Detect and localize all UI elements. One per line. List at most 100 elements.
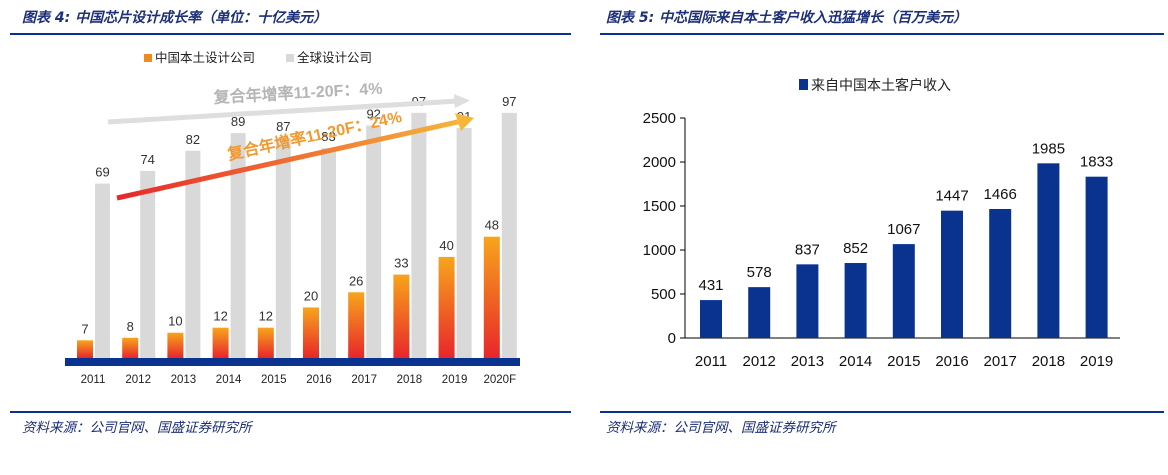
global-cagr-label: 复合年增率11-20F：4% bbox=[212, 79, 383, 107]
x-axis-baseline bbox=[65, 358, 520, 366]
global-cagr-arrow-shaft bbox=[107, 98, 459, 125]
china-bar-value-label: 20 bbox=[304, 288, 318, 303]
x-tick-label: 2017 bbox=[351, 374, 377, 386]
china-bar bbox=[77, 340, 93, 358]
china-bar-value-label: 12 bbox=[259, 309, 273, 324]
legend-label: 来自中国本土客户收入 bbox=[811, 77, 951, 93]
x-tick-label: 2012 bbox=[743, 353, 776, 370]
revenue-bar bbox=[748, 287, 771, 338]
global-bar-value-label: 92 bbox=[366, 106, 380, 121]
x-tick-label: 2014 bbox=[839, 353, 872, 370]
x-tick-label: 2016 bbox=[935, 353, 968, 370]
china-bar-value-label: 33 bbox=[394, 256, 408, 271]
legend-swatch-global bbox=[286, 54, 294, 62]
x-tick-label: 2018 bbox=[1032, 353, 1065, 370]
bar-value-label: 1466 bbox=[984, 186, 1017, 203]
china-bar bbox=[303, 307, 319, 358]
global-bar bbox=[95, 183, 110, 358]
left-figure: 图表 4: 中国芯片设计成长率（单位：十亿美元） 中国本土设计公司 全球设计公司 6… bbox=[0, 0, 575, 475]
global-bar-value-label: 87 bbox=[276, 119, 290, 134]
china-bar bbox=[438, 256, 455, 358]
global-bar-value-label: 74 bbox=[140, 152, 154, 167]
x-tick-label: 2011 bbox=[695, 353, 727, 370]
revenue-bar bbox=[844, 263, 867, 338]
left-figure-title: 图表 4: 中国芯片设计成长率（单位：十亿美元） bbox=[22, 10, 328, 26]
x-tick-label: 2019 bbox=[1080, 353, 1113, 370]
x-tick-label: 2016 bbox=[306, 374, 332, 386]
bar-value-label: 431 bbox=[698, 277, 723, 294]
right-bottom-rule bbox=[600, 411, 1164, 413]
china-bar-value-label: 10 bbox=[168, 314, 182, 329]
global-bar-value-label: 69 bbox=[95, 165, 109, 180]
right-chart: 来自中国本土客户收入 0 500 1000 1500 2000 2500 431 2011 578… bbox=[643, 77, 1120, 370]
china-bar bbox=[393, 274, 410, 358]
left-source-note: 资料来源：公司官网、国盛证券研究所 bbox=[22, 420, 252, 436]
china-bar bbox=[257, 327, 274, 358]
revenue-bar bbox=[700, 300, 722, 338]
bar-value-label: 1067 bbox=[887, 221, 920, 238]
revenue-bar bbox=[989, 208, 1012, 338]
y-tick-label: 0 bbox=[668, 330, 676, 347]
x-tick-label: 2013 bbox=[791, 353, 824, 370]
x-tick-label: 2013 bbox=[171, 374, 197, 386]
revenue-bar bbox=[796, 264, 819, 338]
x-tick-label: 2015 bbox=[261, 374, 287, 386]
x-tick-label: 2012 bbox=[125, 374, 151, 386]
china-cagr-arrowhead bbox=[455, 113, 474, 131]
china-bar bbox=[167, 332, 184, 358]
global-bar-value-label: 82 bbox=[186, 132, 200, 147]
left-top-rule bbox=[10, 33, 571, 35]
y-tick-label: 1500 bbox=[643, 198, 676, 215]
china-cagr-arrow-shaft bbox=[116, 118, 463, 201]
china-bar-value-label: 8 bbox=[127, 319, 134, 334]
global-cagr-arrowhead bbox=[454, 94, 470, 108]
bar-value-label: 1833 bbox=[1080, 154, 1113, 171]
x-tick-label: 2019 bbox=[442, 374, 468, 386]
legend-swatch-china bbox=[144, 54, 152, 62]
global-bar bbox=[275, 138, 291, 358]
revenue-bar bbox=[892, 244, 915, 338]
revenue-bar bbox=[1037, 163, 1060, 338]
global-bar bbox=[411, 112, 427, 358]
y-tick-label: 1000 bbox=[643, 242, 676, 259]
y-tick-label: 500 bbox=[651, 286, 676, 303]
y-tick-label: 2000 bbox=[643, 154, 676, 171]
global-bar-value-label: 89 bbox=[231, 114, 245, 129]
left-bottom-rule bbox=[10, 411, 571, 413]
left-chart: 中国本土设计公司 全球设计公司69720117482012821020138912… bbox=[65, 50, 520, 386]
global-bar-value-label: 97 bbox=[502, 94, 516, 109]
global-bar-value-label: 83 bbox=[321, 129, 335, 144]
bar-value-label: 578 bbox=[747, 264, 772, 281]
global-bar bbox=[140, 170, 156, 358]
x-tick-label: 2018 bbox=[397, 374, 423, 386]
x-tick-label: 2014 bbox=[216, 374, 242, 386]
china-bar bbox=[348, 292, 365, 358]
global-bar bbox=[456, 128, 472, 358]
right-figure: 图表 5: 中芯国际来自本土客户收入迅猛增长（百万美元） 来自中国本土客户收入 0… bbox=[590, 0, 1168, 475]
china-bar bbox=[212, 327, 229, 358]
right-source-note: 资料来源：公司官网、国盛证券研究所 bbox=[606, 420, 836, 436]
china-bar-value-label: 7 bbox=[81, 321, 88, 336]
global-bar bbox=[501, 112, 517, 358]
legend-swatch bbox=[799, 79, 808, 90]
revenue-bar bbox=[1085, 176, 1108, 338]
bar-value-label: 1985 bbox=[1032, 140, 1065, 157]
x-tick-label: 2020F bbox=[483, 374, 516, 386]
bar-value-label: 852 bbox=[843, 240, 868, 257]
china-bar-value-label: 26 bbox=[349, 273, 363, 288]
bar-value-label: 837 bbox=[795, 241, 820, 258]
global-bar bbox=[366, 125, 382, 358]
x-tick-label: 2015 bbox=[887, 353, 920, 370]
legend-label-china: 中国本土设计公司 bbox=[155, 50, 255, 65]
global-bar bbox=[321, 148, 336, 358]
x-tick-label: 2011 bbox=[81, 374, 106, 386]
global-bar bbox=[230, 133, 246, 358]
x-tick-label: 2017 bbox=[984, 353, 1017, 370]
revenue-bar bbox=[941, 210, 963, 338]
right-figure-title: 图表 5: 中芯国际来自本土客户收入迅猛增长（百万美元） bbox=[606, 10, 968, 26]
y-tick-label: 2500 bbox=[643, 110, 676, 127]
legend-label-global: 全球设计公司 bbox=[297, 50, 372, 65]
china-bar bbox=[483, 236, 500, 358]
bar-value-label: 1447 bbox=[935, 188, 968, 205]
china-bar-value-label: 12 bbox=[213, 309, 227, 324]
